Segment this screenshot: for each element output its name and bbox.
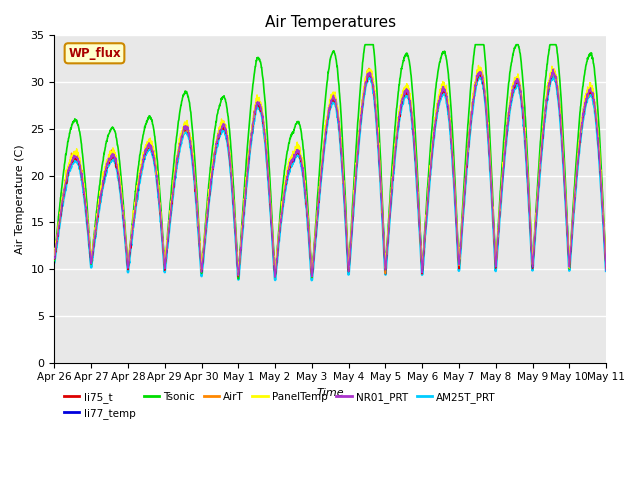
Text: WP_flux: WP_flux <box>68 47 121 60</box>
X-axis label: Time: Time <box>316 388 344 398</box>
Y-axis label: Air Temperature (C): Air Temperature (C) <box>15 144 25 254</box>
Title: Air Temperatures: Air Temperatures <box>265 15 396 30</box>
Legend: li75_t, li77_temp, Tsonic, AirT, PanelTemp, NR01_PRT, AM25T_PRT: li75_t, li77_temp, Tsonic, AirT, PanelTe… <box>60 387 500 423</box>
